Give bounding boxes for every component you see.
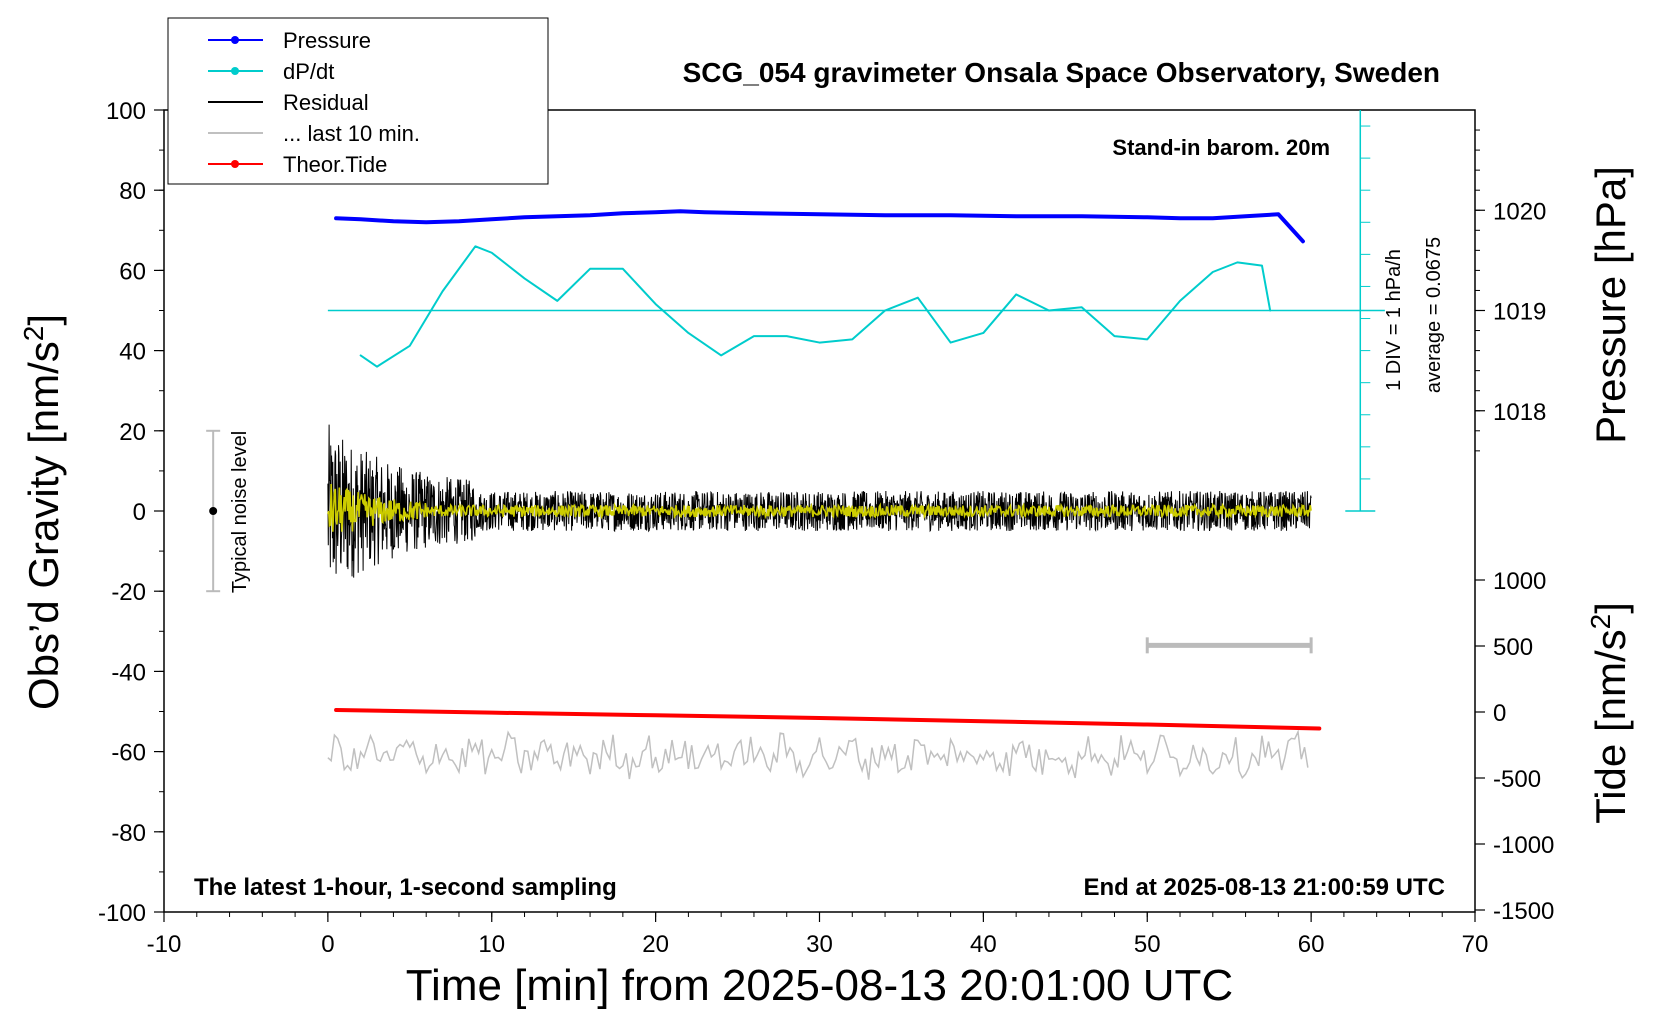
tide-axis-label: Tide [nm/s2] [1585,602,1635,824]
div-note: 1 DIV = 1 hPa/h [1383,249,1405,391]
x-tick-label: 60 [1298,931,1325,958]
pressure-axis-label: Pressure [hPa] [1587,166,1634,444]
y-tick-label: -60 [111,740,146,767]
y-tick-label: 80 [119,178,146,205]
series-pressure-line [334,209,1305,244]
y-tick-label: 0 [133,499,146,526]
x-tick-label: 30 [806,931,833,958]
noise-dot [209,507,218,515]
x-tick-label: 50 [1134,931,1161,958]
noise-label: Typical noise level [229,431,251,593]
tide-tick-label: 1000 [1493,568,1546,595]
legend-label: ... last 10 min. [283,121,420,146]
chart-title: SCG_054 gravimeter Onsala Space Observat… [683,57,1440,88]
y-tick-label: -40 [111,659,146,686]
y-tick-label: 40 [119,339,146,366]
tide-tick-label: -1500 [1493,898,1554,925]
x-axis-label: Time [min] from 2025-08-13 20:01:00 UTC [406,961,1233,1010]
end-time-note: End at 2025-08-13 21:00:59 UTC [1084,874,1446,901]
tide-tick-label: 500 [1493,634,1533,661]
legend-label: dP/dt [283,59,334,84]
x-tick-label: 70 [1462,931,1489,958]
x-tick-label: 10 [478,931,505,958]
x-tick-label: -10 [147,931,182,958]
y-axis-label: Obs’d Gravity [nm/s2] [18,314,68,710]
y-tick-label: 100 [106,98,146,125]
barometer-note: Stand-in barom. 20m [1112,135,1330,160]
y-tick-label: -20 [111,579,146,606]
legend-label: Residual [283,90,369,115]
legend-label: Theor.Tide [283,152,387,177]
legend-marker [231,36,239,44]
tide-tick-label: 0 [1493,700,1506,727]
y-tick-label: 60 [119,258,146,285]
average-note: average = 0.0675 [1423,237,1445,393]
pressure-tick-label: 1018 [1493,399,1546,426]
x-tick-label: 20 [642,931,669,958]
legend-marker [231,160,239,168]
series-dpdt-line [359,245,1272,368]
pressure-tick-label: 1019 [1493,299,1546,326]
residual-smoothed-trace [327,484,1312,532]
tide-tick-label: -1000 [1493,832,1554,859]
y-tick-label: -80 [111,820,146,847]
legend-marker [231,67,239,75]
y-tick-label: -100 [98,900,146,927]
sampling-note: The latest 1-hour, 1-second sampling [194,874,617,901]
tide-tick-label: -500 [1493,766,1541,793]
residual-trace [327,424,1312,578]
x-tick-label: 0 [321,931,334,958]
legend-label: Pressure [283,28,371,53]
last10-trace [327,729,1309,780]
pressure-tick-label: 1020 [1493,198,1546,225]
x-tick-label: 40 [970,931,997,958]
y-tick-label: 20 [119,419,146,446]
series-theortide-line [334,708,1322,731]
